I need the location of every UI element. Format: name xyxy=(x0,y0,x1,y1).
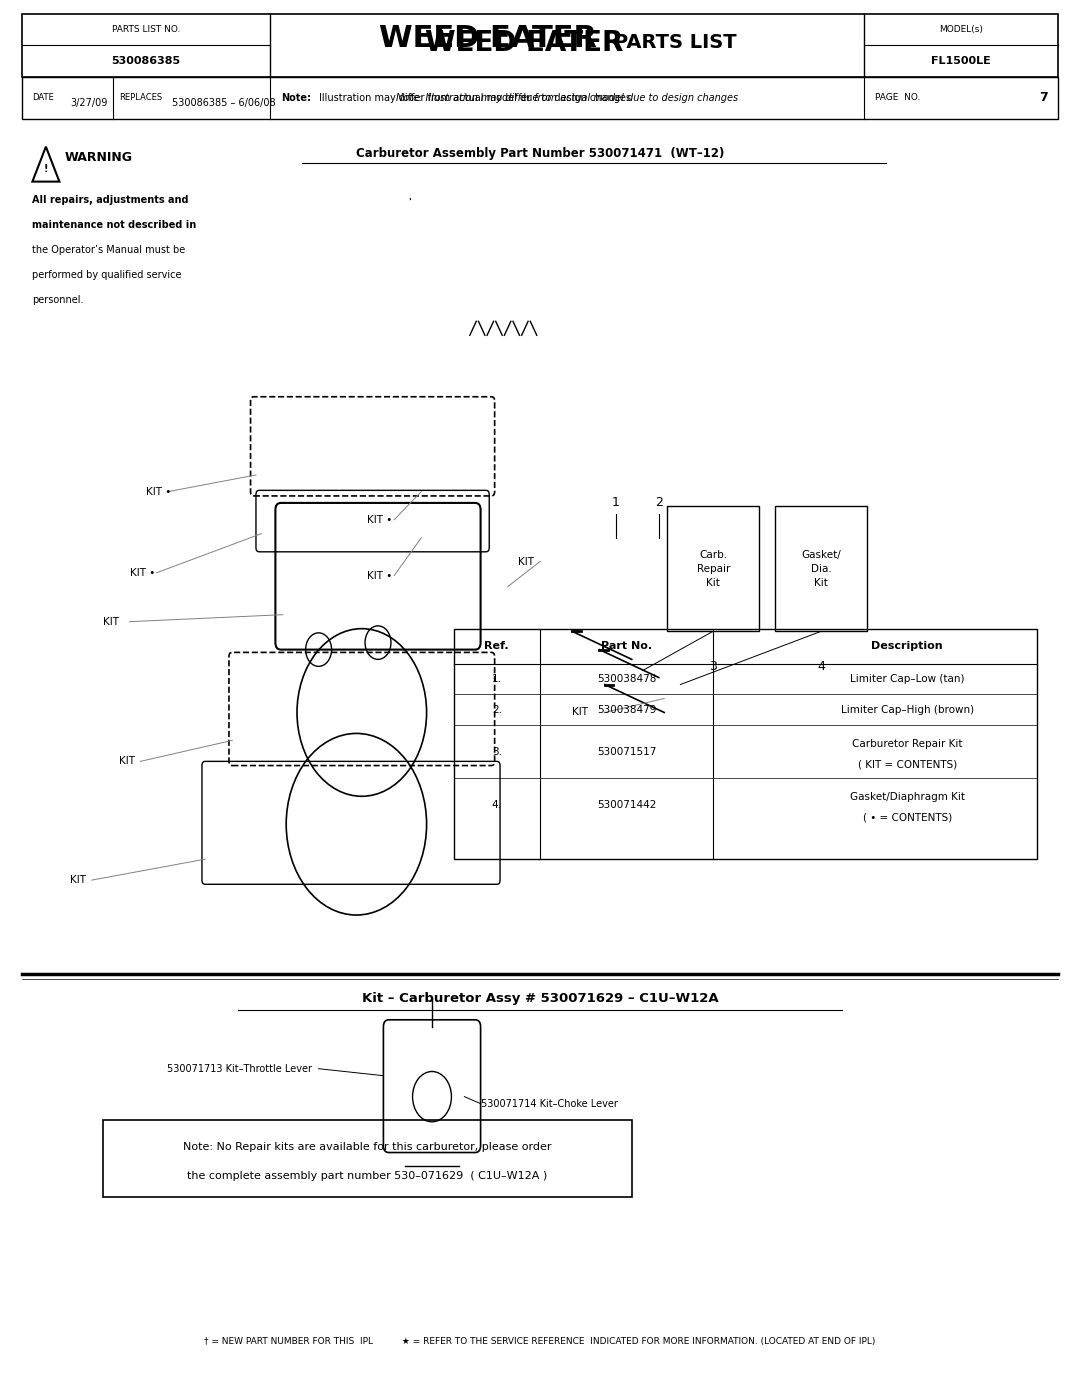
Text: Part No.: Part No. xyxy=(600,641,652,651)
Bar xyxy=(775,506,867,631)
Text: 3: 3 xyxy=(710,659,717,673)
Text: KIT: KIT xyxy=(518,556,535,567)
Text: 4: 4 xyxy=(818,659,825,673)
Text: KIT: KIT xyxy=(119,756,135,767)
Text: Note: Illustration may differ from actual model due to design changes: Note: Illustration may differ from actua… xyxy=(396,92,738,103)
Text: Limiter Cap–High (brown): Limiter Cap–High (brown) xyxy=(840,704,974,715)
Text: 530071713 Kit–Throttle Lever: 530071713 Kit–Throttle Lever xyxy=(167,1063,312,1074)
Text: KIT •: KIT • xyxy=(367,570,392,581)
Text: KIT: KIT xyxy=(103,616,119,627)
Text: Ref.: Ref. xyxy=(485,641,509,651)
Text: PARTS LIST NO.: PARTS LIST NO. xyxy=(111,25,180,34)
Text: performed by qualified service: performed by qualified service xyxy=(32,270,181,281)
Bar xyxy=(103,1120,632,1197)
Bar xyxy=(667,506,759,631)
Text: Gasket/Diaphragm Kit: Gasket/Diaphragm Kit xyxy=(850,792,964,802)
Text: ( • = CONTENTS): ( • = CONTENTS) xyxy=(863,813,951,823)
Text: 530086385: 530086385 xyxy=(111,56,180,66)
Text: All repairs, adjustments and: All repairs, adjustments and xyxy=(32,194,189,205)
Text: 530038479: 530038479 xyxy=(597,704,656,715)
Text: Limiter Cap–Low (tan): Limiter Cap–Low (tan) xyxy=(850,673,964,685)
Text: Carb.
Repair
Kit: Carb. Repair Kit xyxy=(697,549,730,588)
Text: WEED EATER: WEED EATER xyxy=(424,28,623,57)
Text: † = NEW PART NUMBER FOR THIS  IPL          ★ = REFER TO THE SERVICE REFERENCE  I: † = NEW PART NUMBER FOR THIS IPL ★ = REF… xyxy=(204,1337,876,1345)
Text: 2: 2 xyxy=(654,496,663,510)
Text: Carburetor Repair Kit: Carburetor Repair Kit xyxy=(852,739,962,749)
Text: REPLACES: REPLACES xyxy=(119,94,162,102)
Text: PAGE  NO.: PAGE NO. xyxy=(875,94,920,102)
Text: Note:: Note: xyxy=(281,92,311,103)
Text: KIT •: KIT • xyxy=(130,567,154,578)
Text: Gasket/
Dia.
Kit: Gasket/ Dia. Kit xyxy=(801,549,841,588)
Text: FL1500LE: FL1500LE xyxy=(931,56,991,66)
Text: WARNING: WARNING xyxy=(65,151,133,165)
Text: personnel.: personnel. xyxy=(32,295,84,306)
Text: 3.: 3. xyxy=(491,746,502,757)
Text: KIT •: KIT • xyxy=(146,486,171,497)
Text: ( KIT = CONTENTS): ( KIT = CONTENTS) xyxy=(858,760,957,770)
Text: KIT •: KIT • xyxy=(367,514,392,525)
Text: 530038478: 530038478 xyxy=(597,673,656,685)
Text: PARTS LIST: PARTS LIST xyxy=(613,34,737,52)
Text: Illustration may differ from actual model due to design changes: Illustration may differ from actual mode… xyxy=(319,92,631,103)
Text: 530086385 – 6/06/08: 530086385 – 6/06/08 xyxy=(173,98,275,109)
Text: 7: 7 xyxy=(1039,91,1048,105)
Text: !: ! xyxy=(43,163,49,175)
Text: KIT: KIT xyxy=(70,875,86,886)
Text: 2.: 2. xyxy=(491,704,502,715)
Text: Kit – Carburetor Assy # 530071629 – C1U–W12A: Kit – Carburetor Assy # 530071629 – C1U–… xyxy=(362,992,718,1006)
Text: 530071714 Kit–Choke Lever: 530071714 Kit–Choke Lever xyxy=(481,1098,618,1109)
Text: maintenance not described in: maintenance not described in xyxy=(32,219,197,231)
Text: 4.: 4. xyxy=(491,799,502,810)
Text: WEED EATER: WEED EATER xyxy=(379,24,596,53)
Text: Note: No Repair kits are available for this carburetor, please order: Note: No Repair kits are available for t… xyxy=(183,1143,552,1153)
Text: the Operator’s Manual must be: the Operator’s Manual must be xyxy=(32,244,186,256)
Text: 3/27/09: 3/27/09 xyxy=(70,98,108,109)
Text: the complete assembly part number 530–071629  ( C1U–W12A ): the complete assembly part number 530–07… xyxy=(187,1171,548,1180)
Bar xyxy=(454,629,1037,859)
Text: 530071442: 530071442 xyxy=(597,799,656,810)
Text: Carburetor Assembly Part Number 530071471  (WT–12): Carburetor Assembly Part Number 53007147… xyxy=(355,147,725,161)
Text: 1: 1 xyxy=(611,496,620,510)
Text: MODEL(s): MODEL(s) xyxy=(940,25,983,34)
Text: KIT: KIT xyxy=(572,707,589,718)
Text: 530071517: 530071517 xyxy=(597,746,656,757)
Text: DATE: DATE xyxy=(32,94,54,102)
Text: Description: Description xyxy=(872,641,943,651)
Text: 1.: 1. xyxy=(491,673,502,685)
